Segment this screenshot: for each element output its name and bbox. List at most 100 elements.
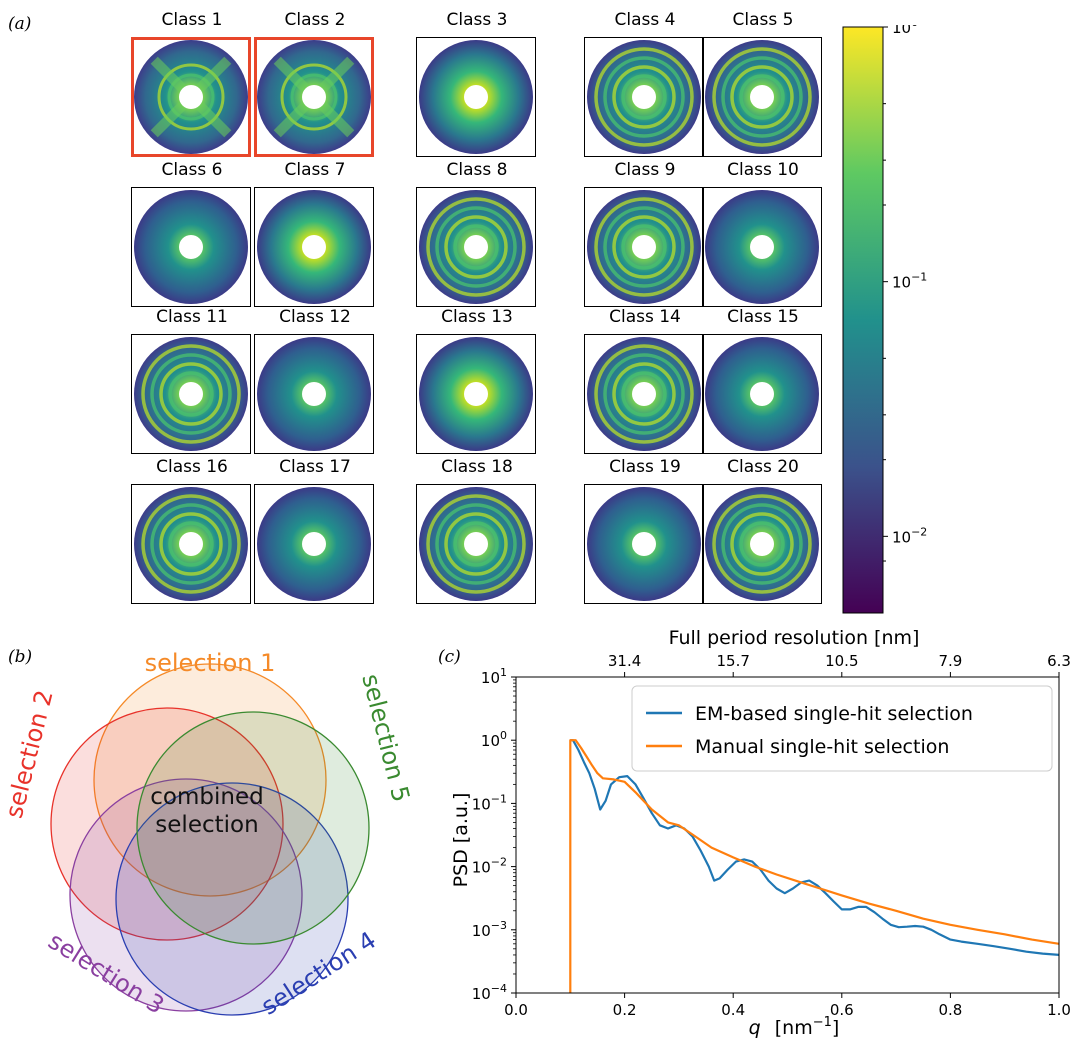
beamstop-hole <box>750 382 774 406</box>
diffraction-ring <box>594 344 694 444</box>
beamstop-hole <box>750 85 774 109</box>
colorbar-svg: 100 10−1 10−2 <box>842 16 927 614</box>
venn-circle-selection-3 <box>69 778 303 1012</box>
diffraction-ring <box>603 353 685 435</box>
diffraction-ring <box>739 74 785 120</box>
image-frame <box>416 334 536 454</box>
y-tick-label: 10−4 <box>472 982 507 1003</box>
x-tick-label: 0.8 <box>938 1001 962 1019</box>
class-title: Class 5 <box>732 10 794 30</box>
beamstop-hole <box>179 235 203 259</box>
diffraction-ring <box>426 494 526 594</box>
colorbar-tick-label: 100 <box>892 25 918 37</box>
legend-box <box>631 685 1053 772</box>
class-average-image <box>702 334 822 454</box>
class-title: Class 3 <box>446 10 508 30</box>
class-title: Class 11 <box>156 307 228 327</box>
x-axis-label-q: q <box>749 1017 761 1039</box>
beamstop-hole <box>302 532 326 556</box>
diffraction-ring <box>435 503 517 585</box>
class-average-image <box>131 334 251 454</box>
class-title: Class 10 <box>727 160 799 180</box>
diffraction-ring <box>444 512 508 576</box>
venn-center-label-2: selection <box>155 812 258 838</box>
diffraction-ring <box>739 521 785 567</box>
image-frame <box>702 187 822 307</box>
y-tick-label: 101 <box>481 666 507 687</box>
panel-label-a: (a) <box>8 14 32 34</box>
class-panel-9: Class 9 <box>584 160 706 307</box>
x-tick-label: 0.0 <box>504 1001 528 1019</box>
x-tick-label: 0.4 <box>721 1001 745 1019</box>
class-average-image <box>131 484 251 604</box>
class-panel-4: Class 4 <box>584 10 706 157</box>
image-frame <box>416 37 536 157</box>
class-title: Class 6 <box>161 160 223 180</box>
diffraction-ring <box>168 371 214 417</box>
image-frame <box>131 484 251 604</box>
top-tick-label: 6.3 <box>1047 652 1071 670</box>
class-average-image <box>584 37 704 157</box>
diffraction-ring <box>603 206 685 288</box>
class-panel-11: Class 11 <box>131 307 253 454</box>
class-average-image <box>254 37 374 157</box>
class-panel-20: Class 20 <box>702 457 824 604</box>
diffraction-ring <box>594 197 694 297</box>
diffraction-ring <box>612 362 676 426</box>
diffraction-ring <box>159 362 223 426</box>
class-panel-15: Class 15 <box>702 307 824 454</box>
psd-chart-svg: Full period resolution [nm] PSD [a.u.] q… <box>450 627 1071 1039</box>
image-frame <box>254 484 374 604</box>
class-averages-grid: Class 1 Class 2 Class 3 Class 4 Class 5 Class… <box>131 10 824 604</box>
y-tick-label: 100 <box>481 729 507 750</box>
diffraction-ring <box>150 353 232 435</box>
class-panel-6: Class 6 <box>131 160 253 307</box>
diffraction-ring <box>603 56 685 138</box>
image-frame <box>131 187 251 307</box>
diffraction-ring <box>612 65 676 129</box>
class-panel-12: Class 12 <box>254 307 376 454</box>
diffraction-ring <box>426 197 526 297</box>
class-panel-19: Class 19 <box>584 457 706 604</box>
venn-circle-selection-4 <box>115 782 349 1016</box>
diffraction-ring <box>280 63 348 131</box>
image-frame <box>416 484 536 604</box>
venn-label-selection-5: selection 5 <box>356 671 415 805</box>
beamstop-hole <box>464 85 488 109</box>
image-frame <box>702 484 822 604</box>
colorbar-gradient <box>842 26 884 614</box>
beamstop-hole <box>632 85 656 109</box>
colorbar-ticks: 100 10−1 10−2 <box>883 16 927 562</box>
class-title: Class 4 <box>614 10 676 30</box>
class-title: Class 2 <box>284 10 346 30</box>
class-average-image <box>131 187 251 307</box>
diffraction-ring <box>621 224 667 270</box>
diffraction-ring <box>167 73 215 121</box>
top-tick-label: 7.9 <box>938 652 962 670</box>
top-axis-label: Full period resolution [nm] <box>669 627 920 649</box>
x-axis-label-close: ] <box>832 1017 839 1039</box>
x-axis-label-exp: −1 <box>813 1015 832 1030</box>
y-tick-label: 10−3 <box>472 919 507 940</box>
class-average-image <box>416 484 536 604</box>
diffraction-ring <box>721 56 803 138</box>
class-panel-17: Class 17 <box>254 457 376 604</box>
class-average-image <box>702 484 822 604</box>
image-frame <box>254 334 374 454</box>
class-average-image <box>254 187 374 307</box>
class-title: Class 19 <box>609 457 681 477</box>
diffraction-ring <box>435 206 517 288</box>
legend: EM-based single-hit selection Manual sing… <box>631 685 1053 772</box>
venn-circle-selection-5 <box>136 711 370 945</box>
beamstop-hole <box>750 532 774 556</box>
class-panel-3: Class 3 <box>416 10 538 157</box>
x-axis-label: q [nm−1] <box>749 1015 840 1039</box>
x-tick-label: 1.0 <box>1047 1001 1071 1019</box>
series-line-1 <box>570 739 1060 956</box>
psd-chart: Full period resolution [nm] PSD [a.u.] q… <box>420 620 1074 1041</box>
top-tick-label: 31.4 <box>608 652 641 670</box>
image-frame <box>584 37 704 157</box>
legend-entry-label: EM-based single-hit selection <box>695 703 973 725</box>
top-tick-label: 10.5 <box>825 652 858 670</box>
diffraction-ring <box>150 503 232 585</box>
